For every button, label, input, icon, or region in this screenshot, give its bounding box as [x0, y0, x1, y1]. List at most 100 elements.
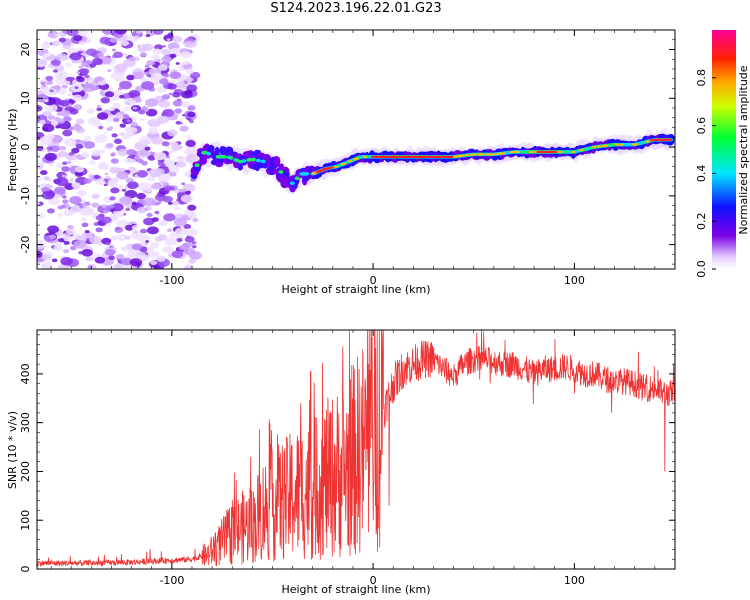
heatmap-noise-cell	[147, 175, 156, 182]
heatmap-noise-cell	[135, 30, 142, 35]
heatmap-noise-cell	[164, 185, 173, 191]
heatmap-core-cell	[278, 170, 284, 174]
heatmap-noise-cell	[108, 178, 117, 185]
heatmap-noise-cell	[69, 178, 75, 182]
heatmap-noise-cell	[100, 97, 111, 104]
heatmap-core-cell	[251, 157, 257, 162]
heatmap-noise-cell	[174, 206, 181, 211]
heatmap-noise-cell	[185, 190, 192, 195]
heatmap-noise-cell	[136, 206, 147, 214]
heatmap-noise-cell	[46, 208, 55, 214]
heatmap-noise-cell	[147, 118, 161, 128]
heatmap-noise-cell	[166, 38, 171, 41]
heatmap-noise-cell	[113, 138, 123, 144]
heatmap-noise-cell	[67, 225, 74, 230]
heatmap-noise-cell	[152, 30, 164, 35]
heatmap-noise-cell	[126, 119, 131, 123]
heatmap-noise-cell	[140, 52, 147, 57]
heatmap-peak-cell	[667, 138, 673, 141]
heatmap-noise-cell	[188, 258, 196, 264]
heatmap-noise-cell	[95, 178, 105, 186]
heatmap-band-cell	[237, 163, 244, 171]
heatmap-noise-cell	[175, 120, 182, 125]
spectrogram-x-tick-label: 0	[370, 274, 377, 287]
heatmap-noise-cell	[56, 107, 62, 111]
heatmap-peak-cell	[596, 145, 602, 148]
heatmap-noise-cell	[107, 69, 112, 72]
heatmap-noise-cell	[82, 231, 93, 239]
heatmap-noise-cell	[118, 132, 124, 137]
spectrogram-x-tick-label: 100	[564, 274, 585, 287]
heatmap-noise-cell	[185, 68, 194, 75]
heatmap-noise-cell	[122, 106, 131, 112]
spectrogram-frame	[36, 29, 676, 270]
heatmap-noise-cell	[184, 228, 198, 237]
heatmap-noise-cell	[40, 170, 48, 176]
snr-y-tick-label: 300	[19, 412, 32, 433]
heatmap-noise-cell	[95, 227, 103, 233]
heatmap-noise-cell	[154, 210, 160, 215]
heatmap-noise-cell	[79, 205, 84, 209]
heatmap-noise-cell	[169, 231, 179, 239]
heatmap-noise-cell	[106, 43, 111, 46]
heatmap-noise-cell	[51, 40, 61, 47]
heatmap-noise-cell	[43, 99, 49, 103]
heatmap-noise-cell	[110, 152, 116, 156]
snr-x-tick-label: 100	[564, 574, 585, 587]
heatmap-peak-cell	[591, 146, 597, 149]
heatmap-noise-cell	[189, 71, 201, 79]
heatmap-noise-cell	[178, 188, 185, 193]
heatmap-noise-cell	[42, 52, 56, 62]
heatmap-noise-cell	[174, 227, 188, 236]
heatmap-noise-cell	[133, 37, 140, 42]
heatmap-noise-cell	[57, 238, 65, 243]
heatmap-noise-cell	[112, 117, 120, 123]
heatmap-noise-cell	[145, 98, 159, 107]
heatmap-noise-cell	[53, 69, 58, 73]
spectrogram-y-tick-label: 20	[19, 43, 32, 57]
heatmap-noise-cell	[108, 204, 115, 209]
heatmap-noise-cell	[178, 244, 187, 251]
heatmap-peak-cell	[515, 150, 521, 154]
heatmap-peak-cell	[362, 155, 367, 158]
heatmap-noise-cell	[47, 115, 56, 121]
heatmap-noise-cell	[60, 110, 71, 117]
heatmap-noise-cell	[158, 99, 171, 108]
heatmap-noise-cell	[145, 240, 150, 243]
heatmap-noise-cell	[143, 197, 156, 207]
heatmap-noise-cell	[53, 85, 61, 90]
heatmap-noise-cell	[153, 151, 167, 161]
heatmap-noise-cell	[80, 217, 87, 222]
heatmap-noise-cell	[37, 165, 44, 170]
heatmap-noise-cell	[105, 248, 116, 256]
heatmap-band-cell	[274, 160, 281, 168]
heatmap-noise-cell	[37, 212, 46, 219]
heatmap-peak-cell	[333, 165, 338, 168]
heatmap-noise-cell	[104, 91, 115, 98]
heatmap-noise-cell	[136, 158, 144, 164]
heatmap-noise-cell	[150, 72, 163, 81]
heatmap-noise-cell	[47, 197, 60, 206]
heatmap-noise-cell	[138, 109, 146, 115]
heatmap-noise-cell	[123, 133, 132, 139]
heatmap-noise-cell	[87, 265, 93, 269]
heatmap-noise-cell	[162, 45, 166, 48]
heatmap-noise-cell	[172, 91, 181, 98]
heatmap-peak-cell	[347, 160, 353, 163]
heatmap-noise-cell	[89, 63, 97, 68]
heatmap-noise-cell	[146, 226, 159, 235]
heatmap-noise-cell	[130, 121, 138, 127]
heatmap-peak-cell	[472, 153, 477, 156]
heatmap-noise-cell	[111, 133, 118, 138]
heatmap-noise-cell	[138, 44, 144, 49]
snr-y-tick-label: 400	[19, 363, 32, 384]
heatmap-noise-cell	[129, 159, 136, 164]
heatmap-noise-cell	[47, 30, 59, 39]
heatmap-noise-cell	[136, 192, 147, 200]
heatmap-noise-cell	[187, 111, 196, 118]
heatmap-core-cell	[294, 176, 300, 181]
heatmap-noise-cell	[164, 74, 170, 78]
heatmap-noise-cell	[131, 225, 140, 231]
heatmap-noise-cell	[41, 78, 47, 82]
